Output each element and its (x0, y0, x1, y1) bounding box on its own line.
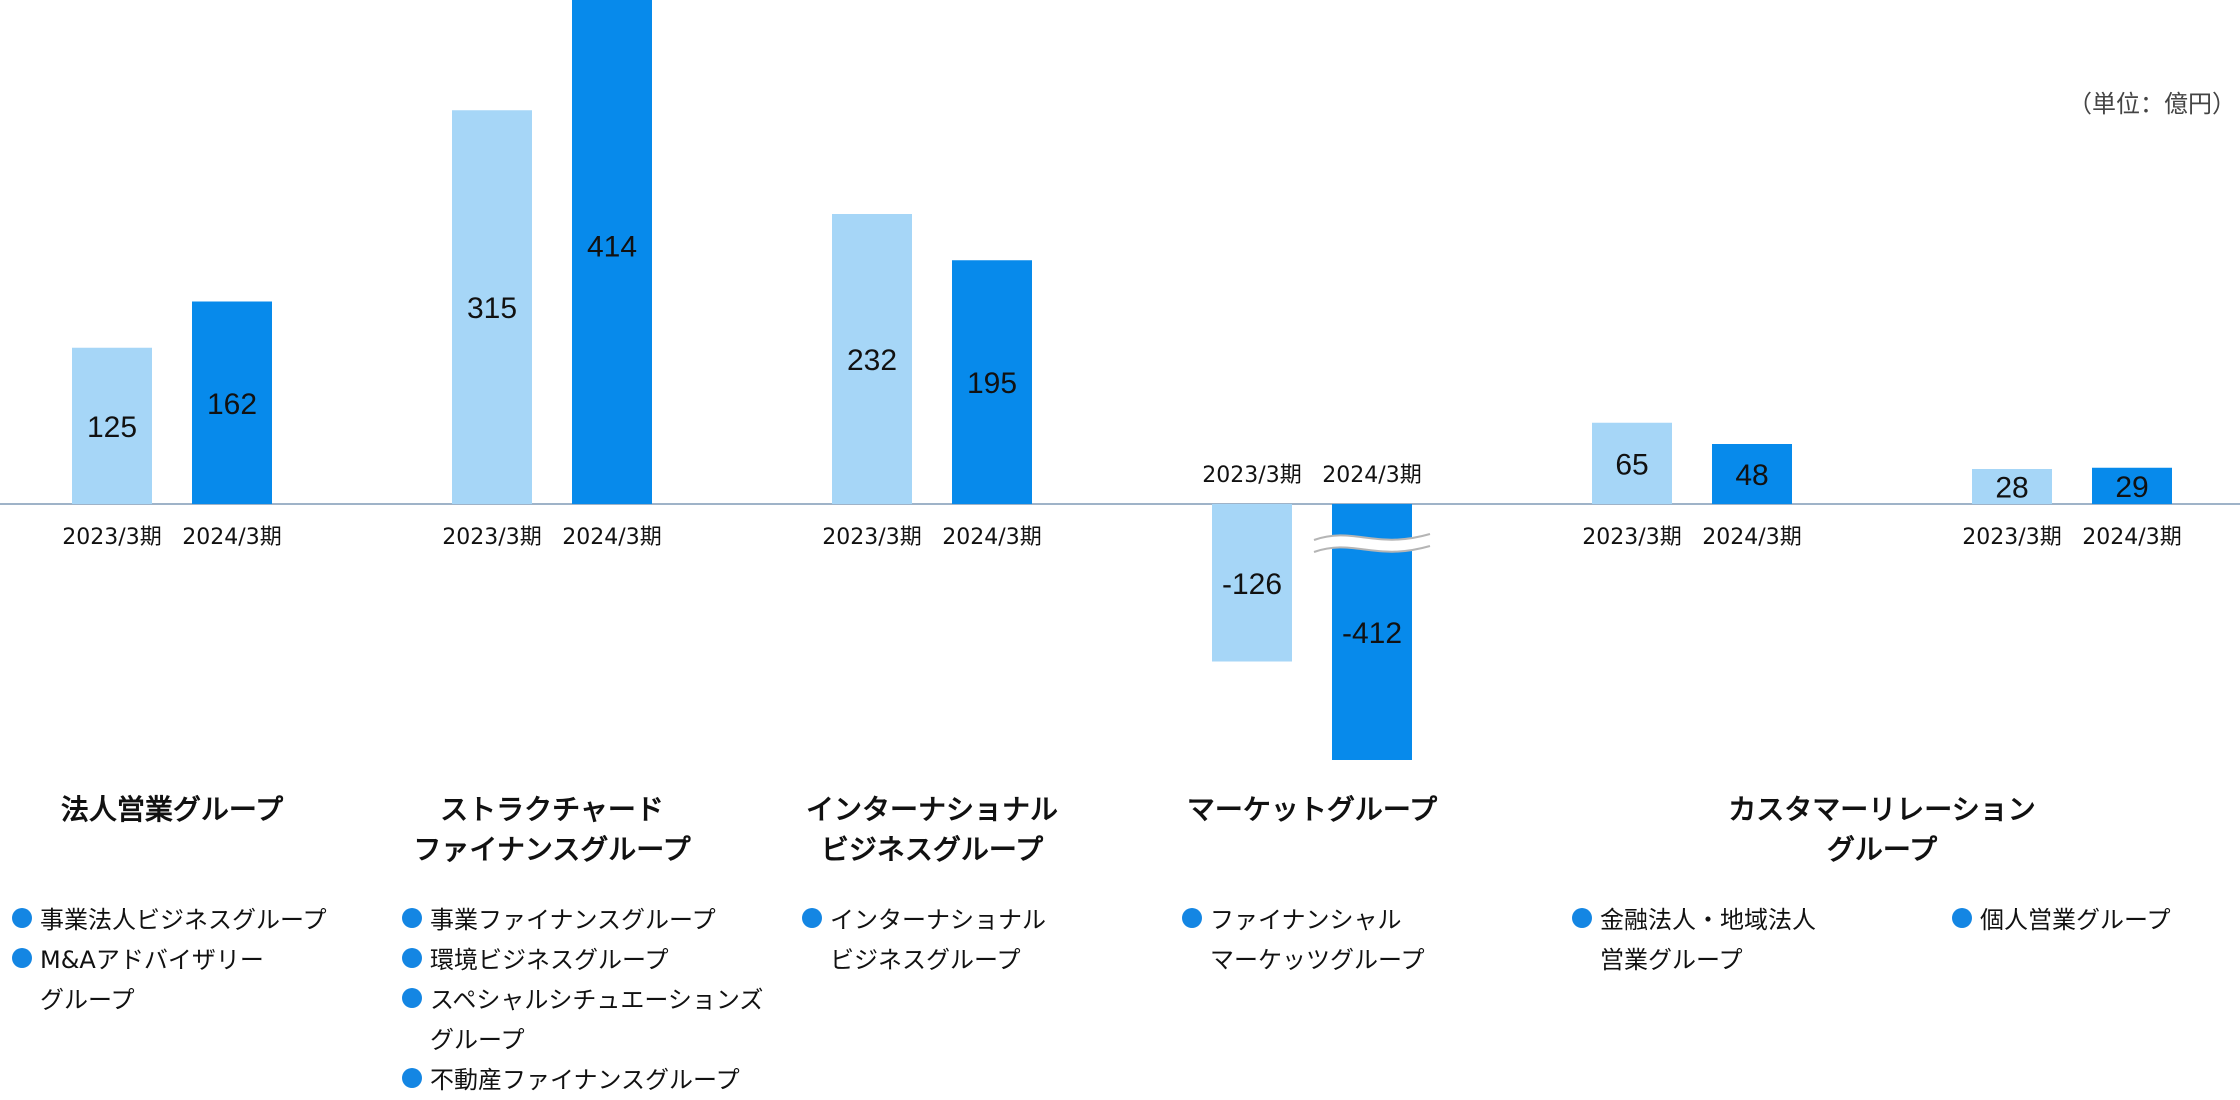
bar (72, 347, 152, 504)
bar (192, 301, 272, 504)
sub-group-item: インターナショナル ビジネスグループ (802, 900, 1046, 980)
bar (832, 214, 912, 504)
tick-label: 2024/3期 (182, 525, 281, 550)
group-title-line: ファイナンスグループ (413, 833, 691, 866)
sub-group-list: 金融法人・地域法人 営業グループ (1572, 900, 1816, 980)
sub-group-item: 事業ファイナンスグループ (402, 900, 763, 940)
axis-break-line (1313, 533, 1431, 541)
sub-group-label: ファイナンシャル (1210, 906, 1402, 934)
bar (952, 260, 1032, 504)
sub-group-label: 事業ファイナンスグループ (430, 906, 716, 934)
group-title: マーケットグループ (1112, 790, 1512, 830)
tick-label: 2024/3期 (942, 525, 1041, 550)
tick-label: 2023/3期 (1202, 463, 1301, 488)
sub-group-label: 不動産ファイナンスグループ (430, 1066, 740, 1094)
bar (1592, 422, 1672, 504)
data-label: -126 (1222, 568, 1282, 601)
sub-group-list: 個人営業グループ (1952, 900, 2171, 940)
group-title: 法人営業グループ (0, 790, 372, 830)
sub-group-label: 事業法人ビジネスグループ (40, 906, 327, 934)
sub-group-label: グループ (40, 986, 135, 1014)
sub-group-label: 営業グループ (1600, 946, 1743, 974)
sub-group-item: 環境ビジネスグループ (402, 940, 763, 980)
bar (2092, 467, 2172, 504)
sub-group-label: M&Aアドバイザリー (40, 946, 264, 974)
unit-label: （単位：億円） (2068, 90, 2236, 118)
data-label: 315 (467, 292, 517, 325)
data-label: 232 (847, 344, 897, 377)
sub-group-label: 環境ビジネスグループ (430, 946, 669, 974)
tick-label: 2023/3期 (62, 525, 161, 550)
bar (452, 110, 532, 504)
sub-group-list: 事業ファイナンスグループ 環境ビジネスグループスペシャルシチュエーションズ グループ… (402, 900, 763, 1100)
tick-label: 2023/3期 (822, 525, 921, 550)
data-label: 48 (1735, 459, 1768, 492)
sub-group-list: インターナショナル ビジネスグループ (802, 900, 1046, 980)
bar (572, 0, 652, 504)
sub-group-item: 金融法人・地域法人 営業グループ (1572, 900, 1816, 980)
data-label: 65 (1615, 448, 1648, 481)
group-title-line: 法人営業グループ (60, 793, 284, 826)
sub-group-list: 事業法人ビジネスグループ M&Aアドバイザリー グループ (12, 900, 327, 1020)
sub-group-label: インターナショナル (830, 906, 1046, 934)
sub-group-label: ビジネスグループ (830, 946, 1021, 974)
sub-group-label: スペシャルシチュエーションズ (430, 986, 764, 1014)
group-title: ストラクチャード ファイナンスグループ (352, 790, 752, 870)
sub-group-label: グループ (430, 1026, 525, 1054)
data-label: -412 (1342, 617, 1402, 650)
group-title: カスタマーリレーション グループ (1682, 790, 2082, 870)
tick-label: 2024/3期 (1702, 525, 1801, 550)
group-title-line: ビジネスグループ (820, 833, 1044, 866)
bar (1972, 469, 2052, 504)
tick-label: 2024/3期 (562, 525, 661, 550)
tick-label: 2024/3期 (2082, 525, 2181, 550)
axis-break-line (1313, 545, 1431, 553)
sub-group-item: 事業法人ビジネスグループ (12, 900, 327, 940)
data-label: 414 (587, 230, 637, 263)
group-title-line: インターナショナル (805, 793, 1058, 826)
sub-group-item: M&Aアドバイザリー グループ (12, 940, 327, 1020)
sub-group-label: 金融法人・地域法人 (1600, 906, 1816, 934)
tick-label: 2023/3期 (442, 525, 541, 550)
axis-break-mark (1314, 534, 1430, 552)
bar (1212, 504, 1292, 662)
sub-group-label: 個人営業グループ (1980, 906, 2171, 934)
tick-label: 2023/3期 (1962, 525, 2061, 550)
sub-group-label: マーケッツグループ (1210, 946, 1425, 974)
data-label: 195 (967, 367, 1017, 400)
tick-label: 2023/3期 (1582, 525, 1681, 550)
group-title: インターナショナル ビジネスグループ (732, 790, 1132, 870)
sub-group-item: 個人営業グループ (1952, 900, 2171, 940)
group-title-line: ストラクチャード (440, 793, 664, 826)
data-label: 162 (207, 388, 257, 421)
tick-label: 2024/3期 (1322, 463, 1421, 488)
data-label: 29 (2115, 471, 2148, 504)
sub-group-item: 不動産ファイナンスグループ (402, 1060, 763, 1100)
sub-group-item: スペシャルシチュエーションズ グループ (402, 980, 763, 1060)
data-label: 28 (1995, 472, 2028, 505)
sub-group-list: ファイナンシャル マーケッツグループ (1182, 900, 1425, 980)
sub-group-item: ファイナンシャル マーケッツグループ (1182, 900, 1425, 980)
group-title-line: カスタマーリレーション (1728, 793, 2036, 826)
data-label: 125 (87, 411, 137, 444)
group-title-line: マーケットグループ (1186, 793, 1438, 826)
group-title-line: グループ (1826, 833, 1938, 866)
bar (1712, 444, 1792, 504)
